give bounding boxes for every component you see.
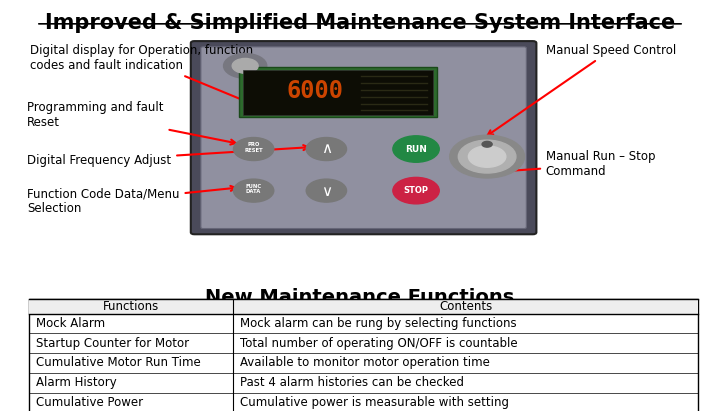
Text: Function Code Data/Menu
Selection: Function Code Data/Menu Selection [27, 186, 235, 215]
Text: Programming and fault
Reset: Programming and fault Reset [27, 101, 235, 145]
Bar [243, 69, 433, 115]
Text: STOP: STOP [403, 186, 428, 195]
Text: Digital display for Operation, function
codes and fault indication: Digital display for Operation, function … [30, 44, 253, 103]
Text: Manual Speed Control: Manual Speed Control [487, 44, 676, 135]
Text: Digital Frequency Adjust: Digital Frequency Adjust [27, 145, 308, 167]
Circle shape [459, 140, 516, 173]
Bar [29, 299, 698, 411]
Circle shape [482, 141, 492, 147]
Circle shape [393, 136, 439, 162]
Text: Cumulative power is measurable with setting: Cumulative power is measurable with sett… [240, 396, 509, 409]
Text: Alarm History: Alarm History [36, 376, 117, 389]
Circle shape [306, 138, 346, 161]
Text: ∨: ∨ [321, 184, 332, 199]
Circle shape [232, 58, 258, 73]
Text: Improved & Simplified Maintenance System Interface: Improved & Simplified Maintenance System… [45, 13, 675, 33]
Text: PRO
RESET: PRO RESET [244, 142, 263, 153]
Text: Past 4 alarm histories can be checked: Past 4 alarm histories can be checked [240, 376, 464, 389]
Text: Cumulative Motor Run Time: Cumulative Motor Run Time [36, 356, 201, 369]
Bar [29, 299, 698, 314]
Circle shape [233, 179, 274, 202]
Text: FUNC
DATA: FUNC DATA [246, 184, 261, 194]
FancyBboxPatch shape [191, 41, 536, 234]
Circle shape [469, 146, 506, 167]
Text: Manual Run – Stop
Command: Manual Run – Stop Command [496, 150, 655, 178]
Text: Mock alarm can be rung by selecting functions: Mock alarm can be rung by selecting func… [240, 317, 517, 330]
Circle shape [450, 135, 525, 178]
Bar [239, 67, 437, 118]
Circle shape [224, 53, 267, 78]
Text: Cumulative Power: Cumulative Power [36, 396, 143, 409]
Circle shape [233, 138, 274, 161]
Circle shape [306, 179, 346, 202]
Text: ∧: ∧ [321, 141, 332, 156]
Circle shape [393, 178, 439, 204]
Text: Contents: Contents [439, 300, 492, 313]
Text: New Maintenance Functions: New Maintenance Functions [205, 288, 515, 307]
Text: 6000: 6000 [287, 79, 344, 104]
FancyBboxPatch shape [201, 47, 526, 229]
Text: Functions: Functions [103, 300, 159, 313]
Text: Total number of operating ON/OFF is countable: Total number of operating ON/OFF is coun… [240, 337, 518, 350]
Text: Startup Counter for Motor: Startup Counter for Motor [36, 337, 189, 350]
Text: RUN: RUN [405, 145, 427, 154]
Text: Available to monitor motor operation time: Available to monitor motor operation tim… [240, 356, 490, 369]
Text: Mock Alarm: Mock Alarm [36, 317, 105, 330]
